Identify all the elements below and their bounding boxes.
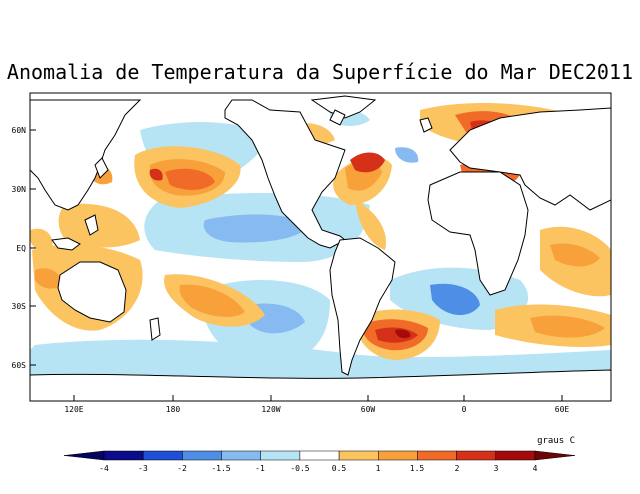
anomaly-field [30,93,611,401]
colorbar-label: -4 [99,464,109,473]
colorbar-label: 0.5 [332,464,347,473]
colorbar-segment [456,450,497,461]
colorbar-segment [221,450,261,461]
iceland [419,117,433,133]
lat-tick-30s: 30S [12,302,27,311]
colorbar: graus C -4 -3 -2 -1.5 -1 -0.5 0.5 1 1.5 … [63,436,576,473]
north-america [224,99,346,249]
colorbar-label: -3 [138,464,148,473]
africa [427,171,529,296]
colorbar-label: -1 [255,464,265,473]
eurasia-west [449,107,611,211]
philippines [84,214,99,236]
colorbar-label: 2 [455,464,460,473]
australia [57,261,127,323]
colorbar-segment [378,450,418,461]
lon-tick-60e: 60E [555,405,570,414]
colorbar-label: -1.5 [211,464,230,473]
lon-tick-180: 180 [166,405,181,414]
colorbar-units: graus C [537,436,575,446]
new-zealand [149,317,161,341]
greenland [310,95,377,119]
lat-axis: 60N 30N EQ 30S 60S [12,126,36,370]
colorbar-arrow-low [63,450,105,461]
indonesia [51,237,81,251]
lon-tick-60w: 60W [361,405,376,414]
antarctica [30,369,611,401]
lat-tick-60n: 60N [12,126,27,135]
colorbar-segments [63,450,576,461]
colorbar-label: 3 [494,464,499,473]
colorbar-segment [142,450,183,461]
colorbar-labels: -4 -3 -2 -1.5 -1 -0.5 0.5 1 1.5 2 3 4 [99,464,537,473]
lon-tick-0: 0 [462,405,467,414]
colorbar-label: 4 [533,464,538,473]
colorbar-segment [260,450,301,461]
ireland-uk-west [329,109,346,126]
colorbar-label: -2 [177,464,187,473]
colorbar-segment [299,450,340,461]
map-title: Anomalia de Temperatura da Superfície do… [6,60,634,84]
lon-axis: 120E 180 120W 60W 0 60E [64,395,569,414]
colorbar-segment [495,450,536,461]
lat-tick-30n: 30N [12,185,27,194]
continent-outlines [30,95,611,401]
lat-tick-eq: EQ [16,244,26,253]
asia-east [30,99,142,211]
colorbar-segment [182,450,222,461]
colorbar-segment [417,450,457,461]
south-america [329,237,396,376]
lat-tick-60s: 60S [12,361,27,370]
lon-tick-120e: 120E [64,405,83,414]
lon-tick-120w: 120W [261,405,280,414]
japan [94,157,109,179]
colorbar-label: 1.5 [410,464,425,473]
colorbar-segment [338,450,379,461]
map-frame [29,92,612,402]
colorbar-arrow-high [534,450,576,461]
colorbar-label: -0.5 [290,464,309,473]
colorbar-label: 1 [376,464,381,473]
colorbar-segment [103,450,144,461]
